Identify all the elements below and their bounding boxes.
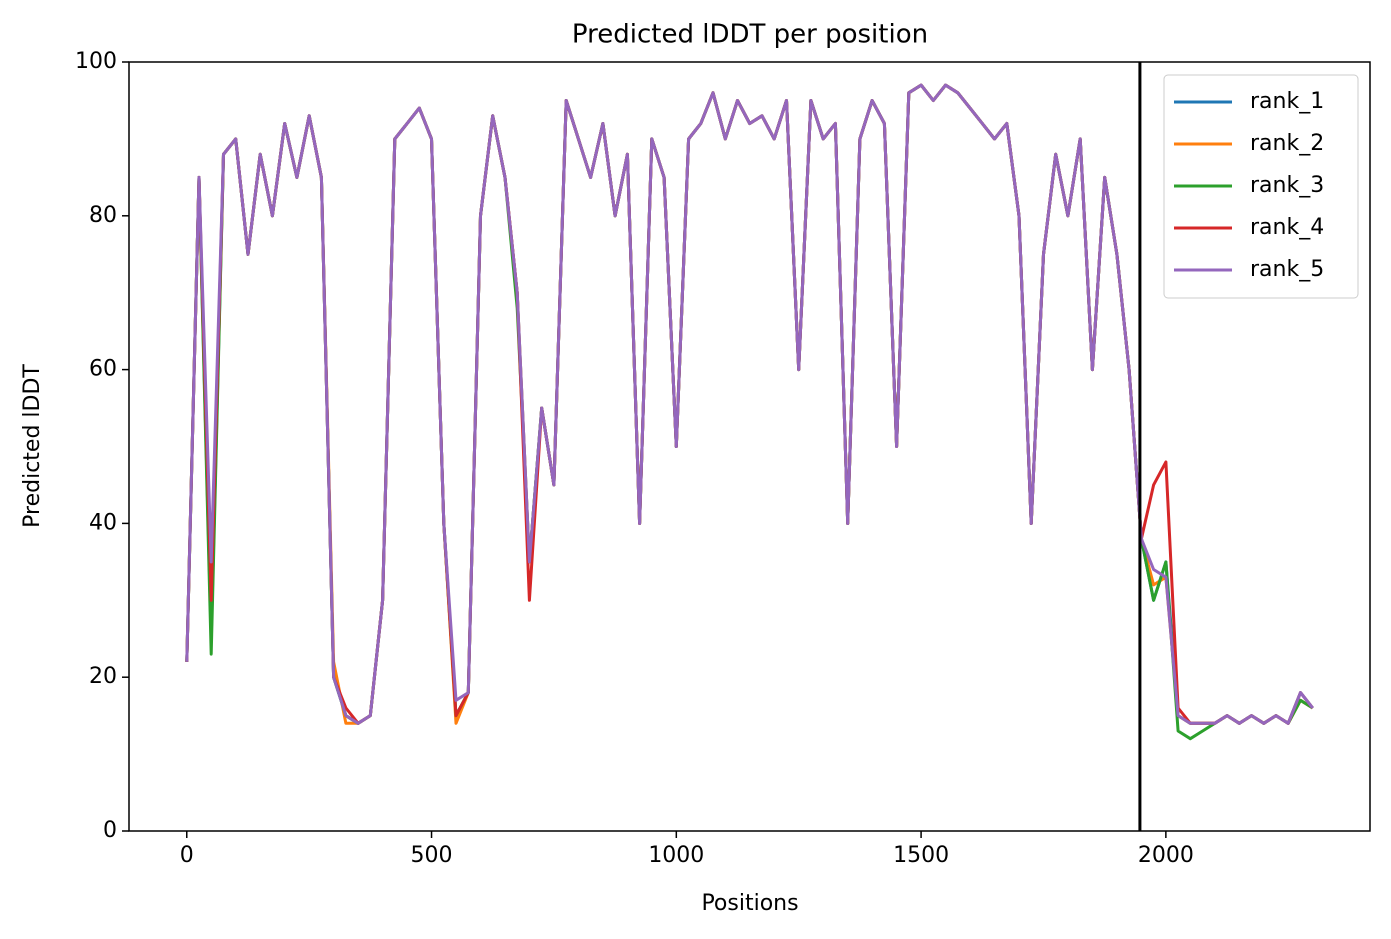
y-tick-label: 20 [89,664,117,689]
series-line [185,83,1314,725]
y-tick-label: 40 [89,510,117,535]
x-tick-label: 1500 [893,843,949,868]
plot-frame [128,61,1371,832]
legend-label: rank_2 [1250,131,1324,156]
series-line [185,83,1314,741]
y-tick-label: 80 [89,203,117,228]
x-tick-label: 500 [411,843,453,868]
legend-label: rank_4 [1250,215,1324,240]
legend-label: rank_1 [1250,89,1324,114]
y-axis-label: Predicted lDDT [20,364,45,528]
series-line [185,83,1314,725]
x-tick-label: 1000 [648,843,704,868]
legend-box [1163,74,1359,299]
x-tick-label: 0 [180,843,194,868]
chart-title: Predicted lDDT per position [572,20,928,50]
series-line [185,83,1314,725]
y-tick-label: 0 [103,818,117,843]
x-axis-label: Positions [701,891,798,916]
x-tick-label: 2000 [1138,843,1194,868]
series-line [185,83,1314,725]
y-tick-label: 100 [75,49,117,74]
legend-label: rank_5 [1250,257,1324,282]
legend-label: rank_3 [1250,173,1324,198]
y-tick-label: 60 [89,357,117,382]
